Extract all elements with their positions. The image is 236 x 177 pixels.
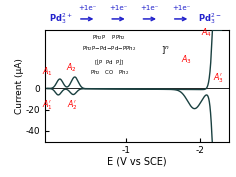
Text: $\it{A}_1'$: $\it{A}_1'$ (42, 98, 53, 112)
Text: Ph$_2$P    PPh$_2$: Ph$_2$P PPh$_2$ (92, 33, 126, 42)
Text: $\it{A}_4$: $\it{A}_4$ (201, 26, 212, 39)
Text: $\it{A}_2$: $\it{A}_2$ (66, 62, 76, 74)
Text: Pd$_3^{2+}$: Pd$_3^{2+}$ (49, 12, 72, 26)
Text: $\it{A}_1$: $\it{A}_1$ (42, 66, 53, 78)
Text: Ph$_2$P$-$Pd$-$Pd$-$PPh$_2$: Ph$_2$P$-$Pd$-$Pd$-$PPh$_2$ (82, 45, 136, 53)
Text: $\it{A}_3$: $\it{A}_3$ (181, 54, 193, 66)
Text: $\it{A}_2'$: $\it{A}_2'$ (67, 98, 78, 112)
Text: [$\lfloor$P  Pd  P$\rfloor$]: [$\lfloor$P Pd P$\rfloor$] (94, 57, 125, 67)
Text: +1e⁻: +1e⁻ (78, 5, 96, 11)
Text: $\it{A}_3'$: $\it{A}_3'$ (213, 71, 224, 85)
Y-axis label: Current (μA): Current (μA) (15, 58, 24, 114)
Text: +1e⁻: +1e⁻ (141, 5, 159, 11)
Text: $]^n$: $]^n$ (161, 45, 169, 56)
Text: Pd$_3^{2-}$: Pd$_3^{2-}$ (198, 12, 221, 26)
Text: +1e⁻: +1e⁻ (109, 5, 128, 11)
Text: +1e⁻: +1e⁻ (172, 5, 190, 11)
Text: Ph$_2\quad$CO$\quad$Ph$_2$: Ph$_2\quad$CO$\quad$Ph$_2$ (90, 68, 129, 77)
X-axis label: E (V vs SCE): E (V vs SCE) (107, 157, 167, 167)
